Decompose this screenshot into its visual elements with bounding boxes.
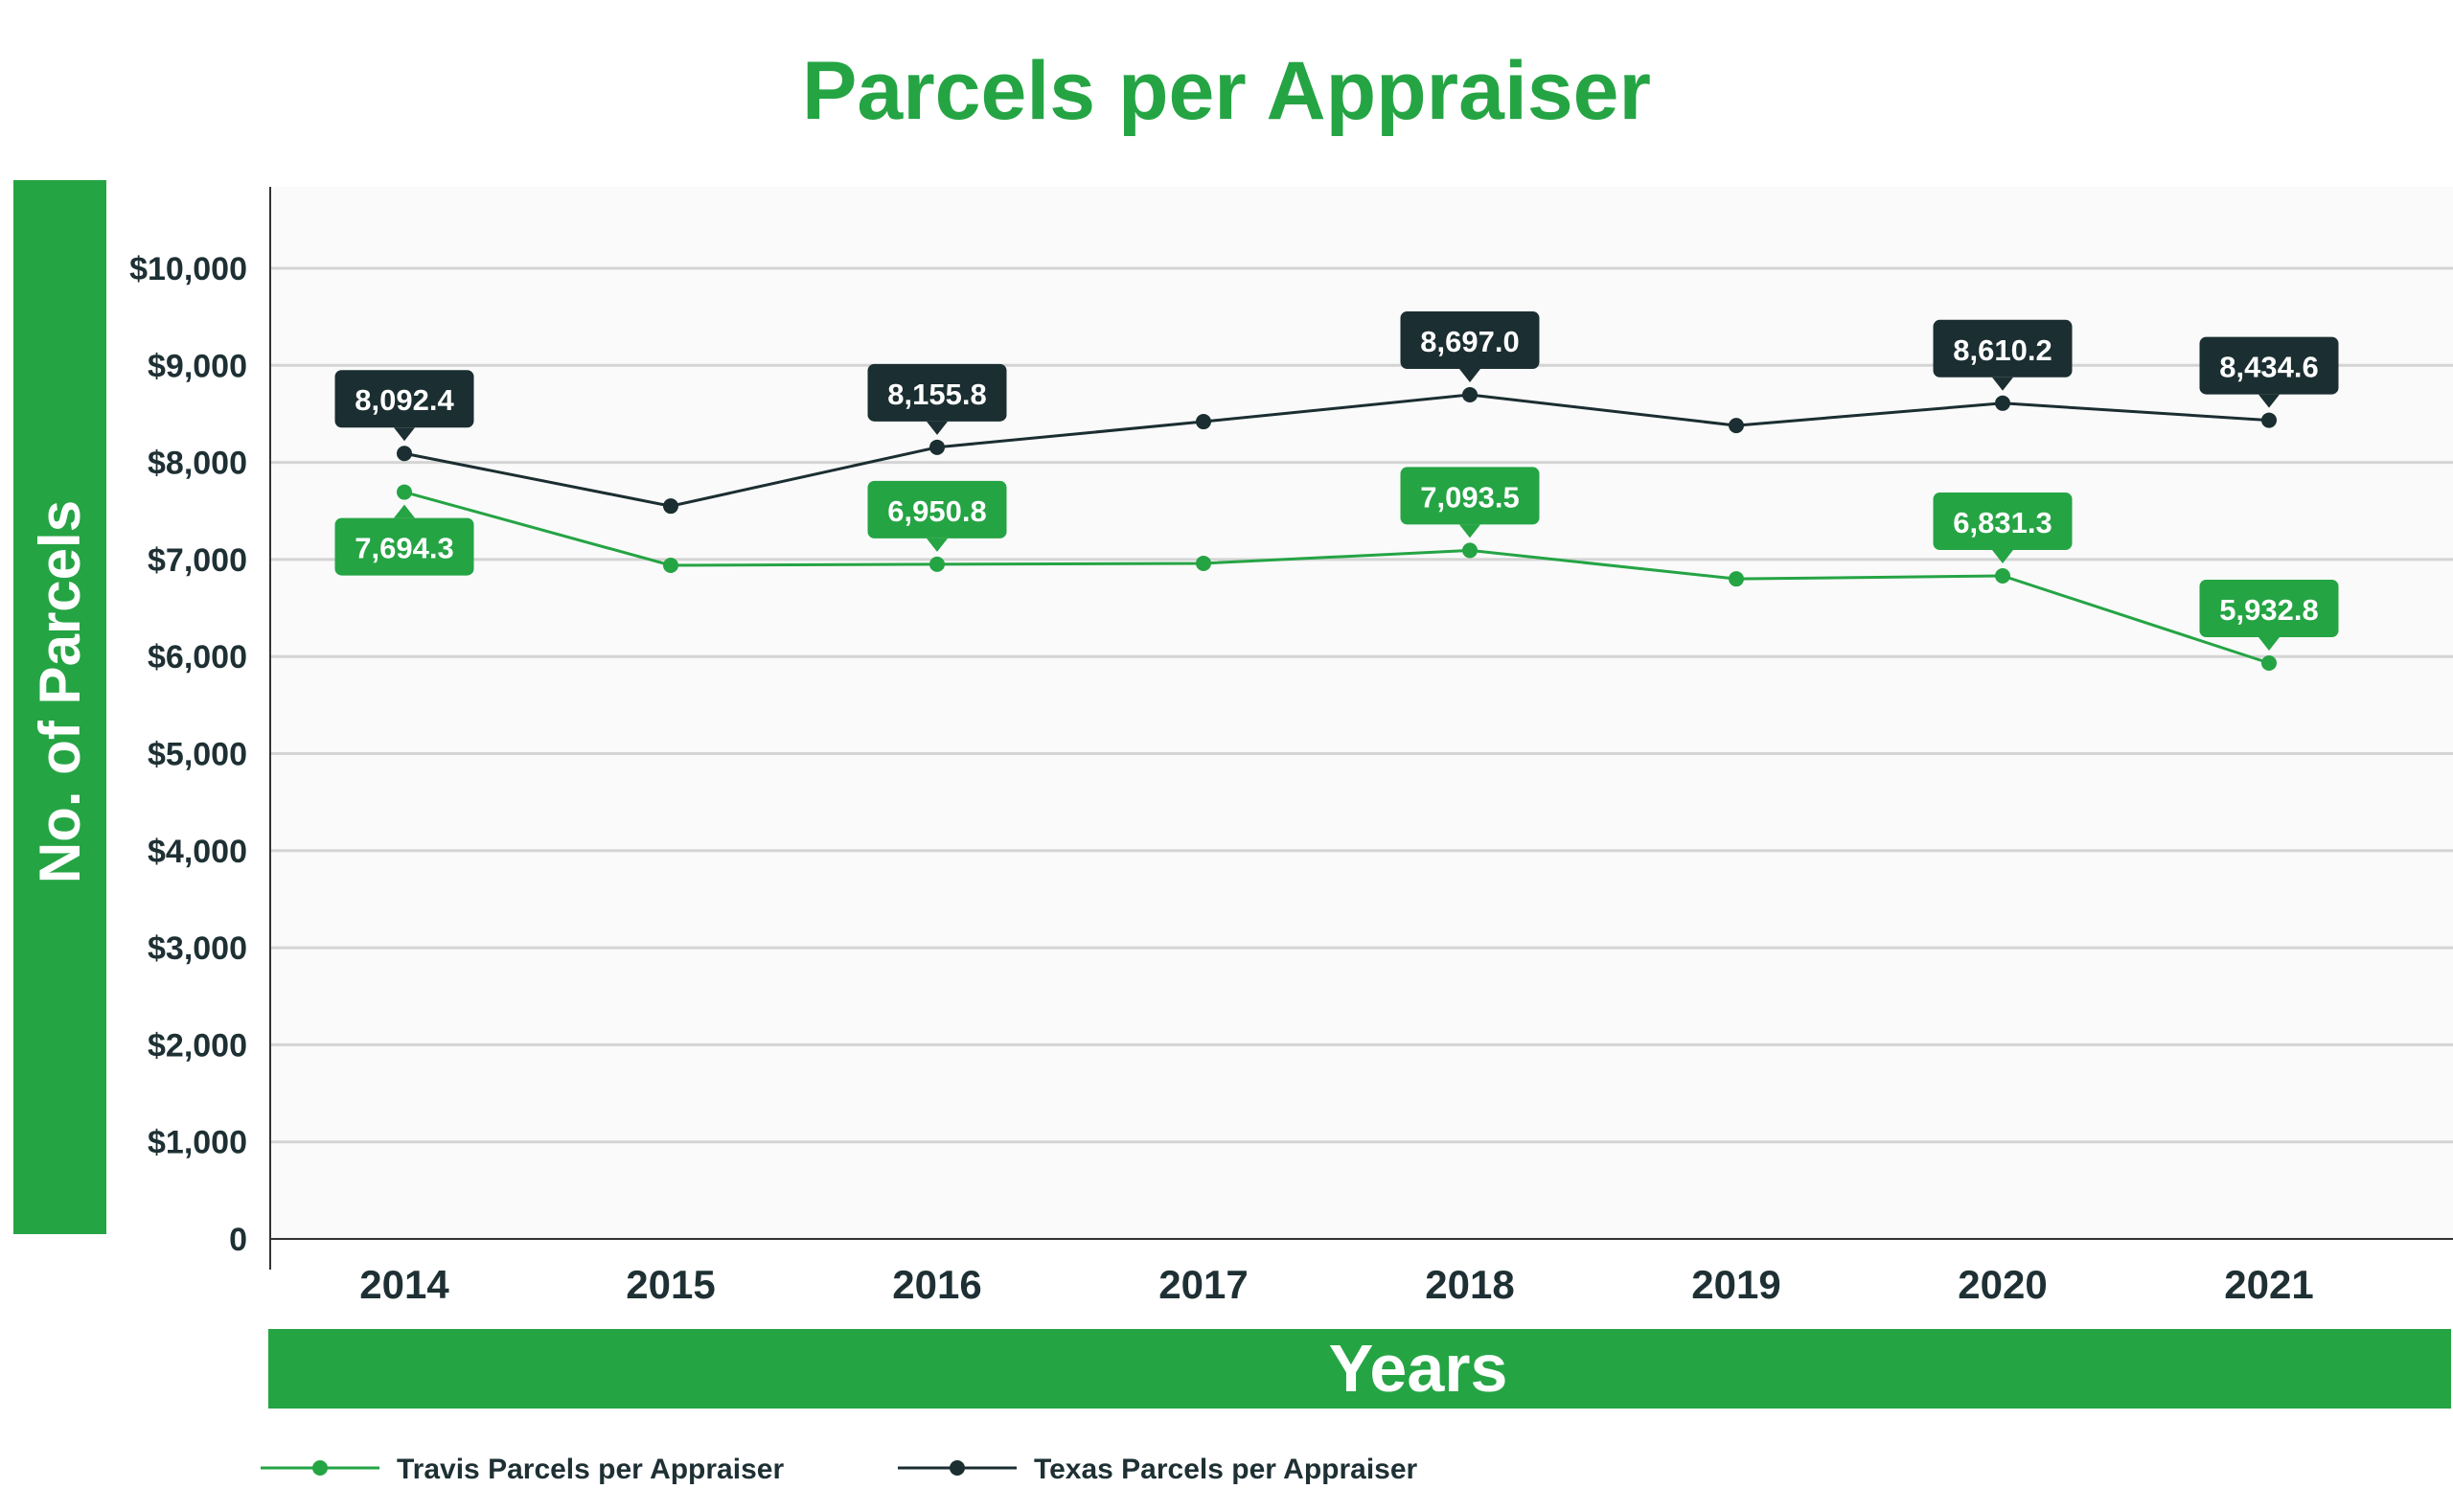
- data-label: 8,434.6: [2219, 351, 2318, 384]
- x-axis-title-band: [268, 1329, 2451, 1409]
- data-label-pointer: [1992, 377, 2013, 391]
- data-label-callout: 7,093.5: [1400, 467, 1540, 538]
- y-tick-label: 0: [229, 1222, 247, 1258]
- data-label-box: [334, 370, 474, 428]
- data-label: 8,610.2: [1953, 333, 2052, 367]
- data-label: 5,932.8: [2219, 593, 2318, 627]
- data-point: [663, 498, 678, 515]
- data-label-callout: 8,697.0: [1400, 310, 1540, 382]
- x-tick-label: 2016: [892, 1262, 981, 1307]
- x-tick-label: 2017: [1158, 1262, 1248, 1307]
- data-label-pointer: [2258, 394, 2280, 408]
- x-tick-label: 2021: [2224, 1262, 2313, 1307]
- data-label-pointer: [927, 421, 948, 435]
- data-label-box: [867, 363, 1007, 422]
- series-lines: [397, 386, 2277, 672]
- y-tick-label: $3,000: [148, 930, 247, 967]
- x-axis-title: Years: [1329, 1331, 1508, 1406]
- series-line: [403, 491, 2270, 665]
- data-label-box: [1933, 492, 2073, 550]
- legend-swatch-marker: [950, 1460, 965, 1476]
- y-tick-label: $10,000: [129, 251, 247, 287]
- data-point: [1196, 414, 1211, 430]
- data-label-box: [2199, 580, 2339, 638]
- data-label-callout: 8,155.8: [867, 363, 1007, 435]
- legend: Travis Parcels per Appraiser Texas Parcel…: [261, 1454, 1418, 1485]
- chart-title: Parcels per Appraiser: [802, 45, 1651, 137]
- data-point: [2261, 412, 2277, 428]
- data-label-box: [1400, 310, 1540, 369]
- data-label: 7,093.5: [1420, 480, 1519, 514]
- data-label-pointer: [394, 427, 415, 442]
- data-point: [929, 556, 945, 572]
- legend-item: Texas Parcels per Appraiser: [898, 1454, 1418, 1485]
- y-tick-label: $5,000: [148, 737, 247, 773]
- data-point: [1995, 395, 2010, 411]
- data-point: [1729, 418, 1744, 434]
- data-point: [1995, 567, 2010, 584]
- data-label: 8,697.0: [1420, 325, 1519, 358]
- data-label-callout: 8,092.4: [334, 370, 474, 442]
- data-label-box: [334, 517, 474, 576]
- legend-swatch-marker: [312, 1460, 328, 1476]
- x-tick-label: 2019: [1691, 1262, 1780, 1307]
- data-point: [1196, 555, 1211, 571]
- legend-label: Travis Parcels per Appraiser: [397, 1454, 784, 1485]
- y-tick-labels: 0 $1,000 $2,000 $3,000 $4,000 $5,000 $6,000 $7,…: [129, 251, 247, 1258]
- y-tick-label: $6,000: [148, 639, 247, 676]
- data-label-pointer: [394, 504, 415, 518]
- y-axis-title-band: [13, 180, 106, 1234]
- data-point: [663, 557, 678, 573]
- data-point: [2261, 655, 2277, 672]
- data-label-callout: 8,434.6: [2199, 336, 2339, 408]
- data-label-pointer: [2258, 637, 2280, 652]
- y-tick-label: $7,000: [148, 542, 247, 579]
- data-label-box: [1933, 319, 2073, 378]
- y-tick-label: $4,000: [148, 834, 247, 870]
- legend-label: Texas Parcels per Appraiser: [1034, 1454, 1418, 1485]
- data-label-callout: 7,694.3: [334, 504, 474, 576]
- data-label: 8,092.4: [355, 383, 454, 417]
- data-label-box: [867, 480, 1007, 538]
- y-axis-title: No. of Parcels: [28, 500, 92, 883]
- data-label-box: [1400, 467, 1540, 525]
- gridlines: [270, 266, 2453, 1144]
- x-tick-label: 2014: [359, 1262, 449, 1307]
- data-labels: 7,694.3 6,950.8 7,093.5 6,831.3 5,932.8 8,092…: [334, 310, 2339, 652]
- x-tick-labels: 2014 2015 2016 2017 2018 2019 2020 2021: [359, 1262, 2313, 1307]
- data-label: 6,950.8: [887, 494, 986, 528]
- data-label-callout: 5,932.8: [2199, 580, 2339, 652]
- data-label-pointer: [1459, 524, 1480, 538]
- data-label-callout: 6,831.3: [1933, 492, 2073, 563]
- data-point: [929, 439, 945, 455]
- data-label: 6,831.3: [1953, 506, 2052, 539]
- y-tick-label: $9,000: [148, 348, 247, 384]
- plot-background: [270, 187, 2453, 1239]
- data-label-callout: 6,950.8: [867, 480, 1007, 552]
- data-point: [1462, 386, 1478, 402]
- y-tick-label: $1,000: [148, 1125, 247, 1161]
- x-tick-label: 2020: [1958, 1262, 2047, 1307]
- y-tick-label: $8,000: [148, 446, 247, 482]
- x-tick-label: 2015: [626, 1262, 715, 1307]
- data-point: [1729, 571, 1744, 587]
- data-label-callout: 8,610.2: [1933, 319, 2073, 391]
- data-point: [1462, 542, 1478, 559]
- data-point: [397, 446, 412, 462]
- data-label: 8,155.8: [887, 378, 986, 411]
- data-label-pointer: [927, 538, 948, 552]
- data-label-box: [2199, 336, 2339, 395]
- data-label: 7,694.3: [355, 532, 453, 565]
- series-line: [403, 393, 2270, 508]
- legend-item: Travis Parcels per Appraiser: [261, 1454, 784, 1485]
- x-tick-label: 2018: [1425, 1262, 1514, 1307]
- data-point: [397, 484, 412, 500]
- data-label-pointer: [1992, 549, 2013, 563]
- y-tick-label: $2,000: [148, 1027, 247, 1064]
- data-label-pointer: [1459, 368, 1480, 382]
